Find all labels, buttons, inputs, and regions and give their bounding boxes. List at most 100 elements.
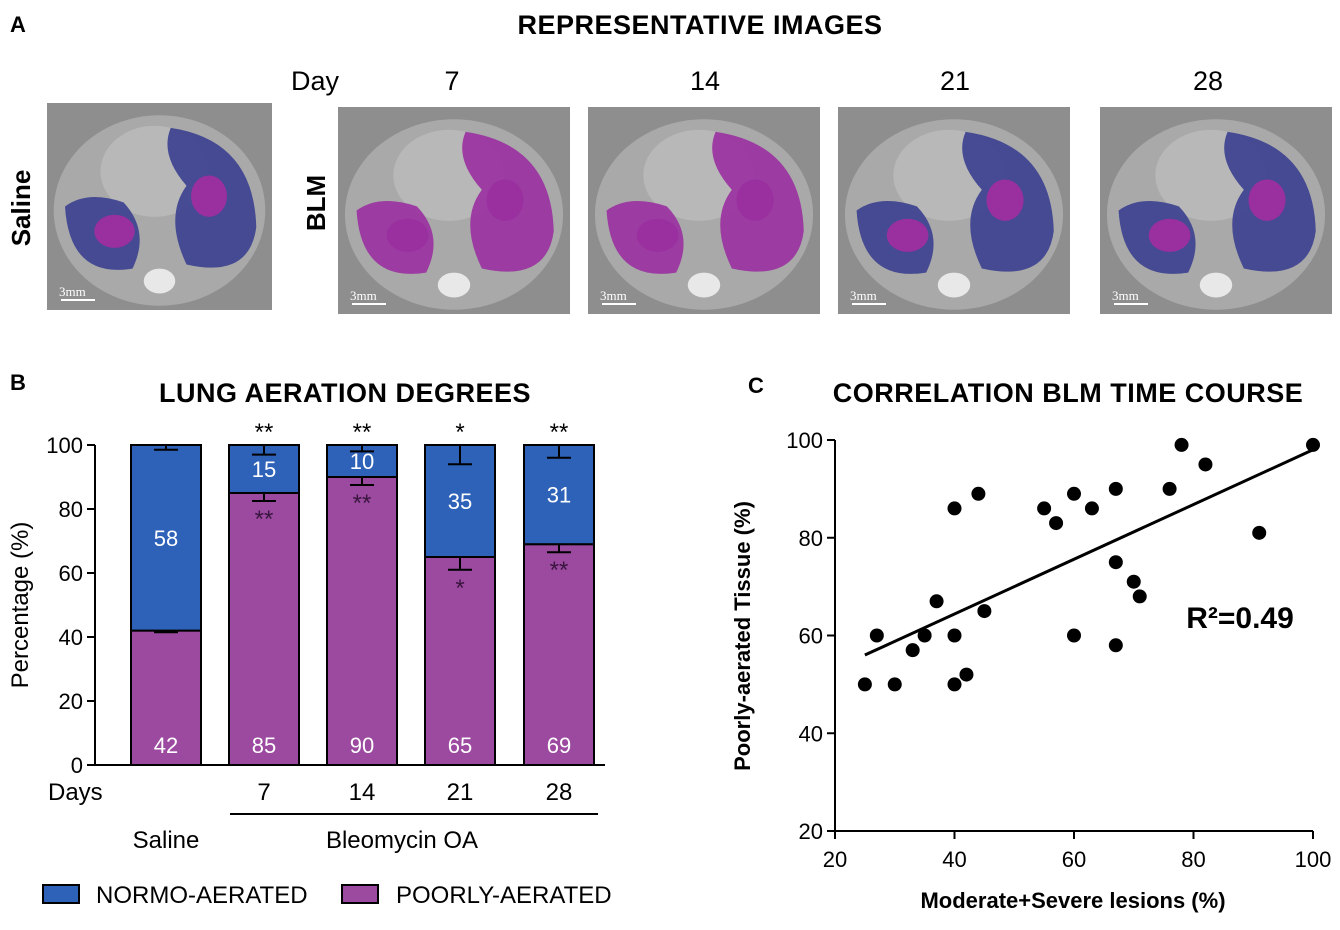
scatter-point bbox=[905, 643, 920, 658]
bar-chart-x-ticks: 7 14 21 28 bbox=[257, 779, 572, 806]
scatter-point bbox=[1126, 574, 1141, 589]
scatter-point bbox=[917, 628, 932, 643]
ct-lesion bbox=[636, 218, 679, 252]
bar-y-tick-label: 40 bbox=[59, 625, 83, 650]
scatter-y-tick-label: 40 bbox=[799, 721, 823, 746]
scatter-point bbox=[857, 677, 872, 692]
day-label: Day bbox=[291, 66, 340, 96]
legend-label-normo: NORMO-AERATED bbox=[96, 882, 308, 909]
bar-poorly-aerated bbox=[130, 629, 202, 766]
bar-y-tick-label: 60 bbox=[59, 561, 83, 586]
scatter-point bbox=[947, 677, 962, 692]
significance-marker-normo: ** bbox=[550, 419, 569, 446]
scatter-point bbox=[1084, 501, 1099, 516]
scatter-x-tick-label: 60 bbox=[1062, 847, 1086, 872]
scatter-point bbox=[1067, 628, 1081, 643]
bar-y-tick-label: 80 bbox=[59, 497, 83, 522]
scatter-y-tick-label: 60 bbox=[799, 624, 823, 649]
scatter-point bbox=[929, 594, 944, 609]
ct-spine bbox=[937, 272, 971, 298]
bar-x-tick-label: 28 bbox=[546, 779, 573, 806]
scale-bar-label: 3mm bbox=[350, 288, 377, 303]
scatter-point bbox=[1108, 638, 1123, 653]
scale-bar-label: 3mm bbox=[59, 284, 86, 299]
scatter-fit-line bbox=[864, 448, 1314, 657]
scatter-point bbox=[1108, 481, 1123, 496]
ct-image-day-28: 3mm bbox=[1100, 107, 1332, 314]
scatter-point bbox=[1306, 437, 1320, 452]
ct-image-day-21: 3mm bbox=[838, 107, 1070, 314]
scatter-point bbox=[1174, 437, 1189, 452]
scatter-ylabel: Poorly-aerated Tissue (%) bbox=[730, 501, 755, 771]
bar-poorly-aerated bbox=[424, 556, 496, 766]
scatter-point bbox=[977, 604, 992, 619]
bar-y-tick-label: 100 bbox=[46, 433, 83, 458]
ct-image-day-7: 3mm bbox=[338, 107, 570, 314]
ct-lesion bbox=[886, 218, 929, 252]
bar-poorly-aerated bbox=[228, 492, 300, 766]
significance-marker-normo: * bbox=[455, 419, 464, 446]
significance-marker-poorly: ** bbox=[255, 506, 274, 533]
panel-a-letter: A bbox=[10, 12, 26, 37]
bar-x-tick-label: 21 bbox=[447, 779, 474, 806]
scale-bar-label: 3mm bbox=[600, 288, 627, 303]
bar-value-label-normo: 10 bbox=[350, 449, 374, 474]
bar-chart-title: LUNG AERATION DEGREES bbox=[159, 378, 531, 408]
panel-a-title: REPRESENTATIVE IMAGES bbox=[517, 10, 882, 40]
ct-spine bbox=[143, 268, 176, 294]
scatter-y-tick-label: 100 bbox=[786, 428, 823, 453]
bar-y-tick-label: 0 bbox=[71, 753, 83, 778]
ct-spine bbox=[437, 272, 471, 298]
scatter-point bbox=[1132, 589, 1147, 604]
saline-row-label: Saline bbox=[6, 170, 36, 247]
scatter-point bbox=[971, 486, 986, 501]
blm-row-label: BLM bbox=[301, 175, 331, 231]
bar-chart-legend: NORMO-AERATED POORLY-AERATED bbox=[42, 882, 612, 909]
bar-value-label-poorly: 69 bbox=[547, 733, 571, 758]
scatter-point bbox=[1067, 486, 1081, 501]
significance-marker-poorly: ** bbox=[550, 557, 569, 584]
bar-normo-aerated bbox=[523, 444, 595, 546]
legend-swatch-poorly bbox=[341, 884, 379, 904]
ct-lesion bbox=[1148, 218, 1191, 252]
day-7-label: 7 bbox=[444, 66, 459, 96]
ct-lesion bbox=[986, 179, 1024, 221]
bar-value-label-poorly: 42 bbox=[154, 733, 178, 758]
scatter-point bbox=[1162, 481, 1177, 496]
scatter-point bbox=[1108, 555, 1123, 570]
significance-marker-normo: ** bbox=[353, 419, 372, 446]
ct-lesion bbox=[1248, 179, 1286, 221]
scatter-point bbox=[1037, 501, 1052, 516]
scatter-x-tick-label: 80 bbox=[1181, 847, 1205, 872]
scatter-xlabel: Moderate+Severe lesions (%) bbox=[920, 888, 1225, 913]
ct-lesion bbox=[191, 175, 227, 217]
scatter-point bbox=[947, 501, 962, 516]
bar-x-tick-label: 14 bbox=[349, 779, 376, 806]
scatter-point bbox=[947, 628, 962, 643]
scale-bar-label: 3mm bbox=[1112, 288, 1139, 303]
scatter-point bbox=[959, 667, 974, 682]
panel-b-letter: B bbox=[10, 370, 26, 395]
group-label-bleomycin: Bleomycin OA bbox=[326, 827, 478, 854]
scatter-y-tick-label: 20 bbox=[799, 819, 823, 844]
bar-y-tick-label: 20 bbox=[59, 689, 83, 714]
bar-value-label-poorly: 65 bbox=[448, 733, 472, 758]
scatter-x-tick-label: 40 bbox=[942, 847, 966, 872]
bar-x-tick-label: 7 bbox=[257, 779, 270, 806]
scatter-point bbox=[1252, 525, 1267, 540]
day-28-label: 28 bbox=[1193, 66, 1223, 96]
scatter-point bbox=[869, 628, 884, 643]
significance-marker-poorly: * bbox=[455, 575, 464, 602]
day-14-label: 14 bbox=[690, 66, 720, 96]
ct-lesion bbox=[386, 218, 429, 252]
r-squared-annotation: R²=0.49 bbox=[1186, 602, 1294, 635]
ct-lesion bbox=[736, 179, 774, 221]
day-21-label: 21 bbox=[940, 66, 970, 96]
bar-value-label-normo: 31 bbox=[547, 483, 571, 508]
legend-label-poorly: POORLY-AERATED bbox=[396, 882, 612, 909]
scatter-x-tick-label: 20 bbox=[823, 847, 847, 872]
legend-swatch-normo bbox=[42, 884, 80, 904]
bar-chart-xlabel-days: Days bbox=[48, 779, 103, 806]
panel-c-letter: C bbox=[748, 373, 764, 398]
